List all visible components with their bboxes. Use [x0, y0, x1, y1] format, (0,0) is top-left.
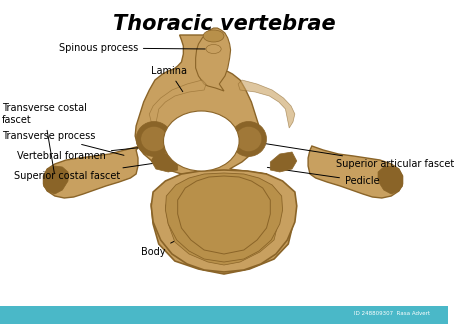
Text: Body: Body [141, 217, 221, 257]
Text: Superior articular fascet: Superior articular fascet [251, 142, 454, 169]
Text: Lamina: Lamina [151, 66, 187, 92]
Text: Spinous process: Spinous process [59, 43, 205, 53]
Bar [0, 306, 448, 324]
Text: Pedicle: Pedicle [267, 168, 380, 186]
Polygon shape [151, 170, 297, 272]
Ellipse shape [203, 30, 224, 42]
Polygon shape [149, 80, 206, 128]
Polygon shape [135, 35, 266, 174]
Text: Transverse costal
fascet: Transverse costal fascet [2, 103, 87, 173]
Polygon shape [44, 166, 68, 194]
Ellipse shape [164, 111, 239, 171]
Polygon shape [151, 171, 293, 274]
Polygon shape [165, 176, 278, 265]
Ellipse shape [141, 126, 167, 152]
Polygon shape [238, 80, 295, 128]
Text: Thoracic vertebrae: Thoracic vertebrae [113, 14, 335, 34]
Polygon shape [151, 152, 178, 172]
Polygon shape [308, 146, 402, 198]
Polygon shape [44, 146, 140, 198]
Ellipse shape [231, 122, 266, 156]
Text: ID 248809307  Rasa Advert: ID 248809307 Rasa Advert [354, 311, 430, 316]
Text: Vertebral foramen: Vertebral foramen [17, 141, 199, 161]
Polygon shape [196, 28, 231, 91]
Text: Transverse process: Transverse process [2, 131, 124, 155]
Polygon shape [270, 152, 297, 172]
Ellipse shape [235, 126, 262, 152]
Ellipse shape [136, 122, 172, 156]
Text: Superior costal fascet: Superior costal fascet [14, 162, 160, 181]
Polygon shape [165, 173, 283, 262]
Polygon shape [378, 166, 402, 194]
